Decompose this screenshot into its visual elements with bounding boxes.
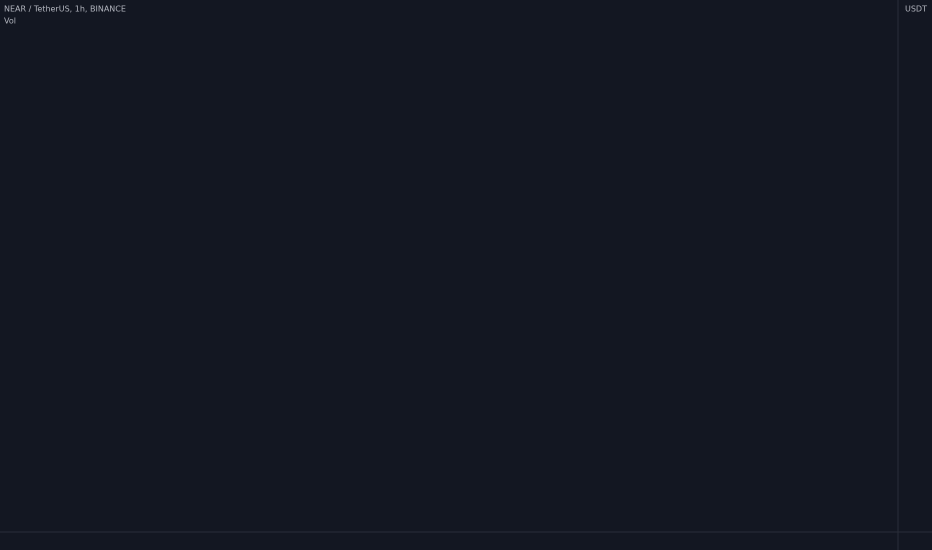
currency-label: USDT xyxy=(905,5,927,14)
volume-label: Vol xyxy=(4,17,16,26)
chart-title: NEAR / TetherUS, 1h, BINANCE xyxy=(4,5,126,14)
